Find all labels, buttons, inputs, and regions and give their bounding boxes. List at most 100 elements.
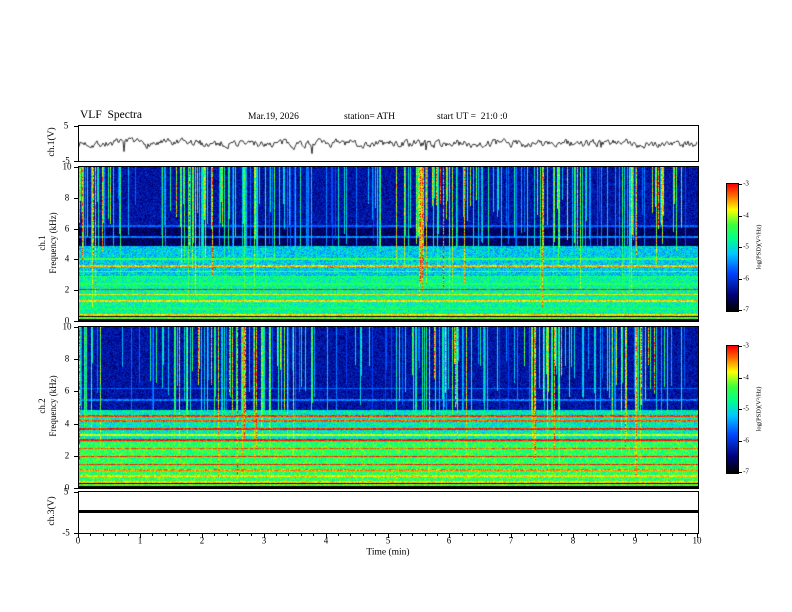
x-tick-label: 4 [324,537,329,546]
tick-mark [474,534,475,536]
tick-mark [561,534,562,536]
tick-mark [152,534,153,536]
tick-mark [288,534,289,536]
tick-mark [90,534,91,536]
tick-mark [251,534,252,536]
tick-mark [74,391,78,392]
colorbar-tick-label: -3 [743,181,749,188]
x-tick-label: 1 [138,537,143,546]
tick-mark [524,534,525,536]
tick-mark [660,534,661,536]
ch1-frequency-axis-label: ch.1 Frequency (kHz) [37,212,59,273]
tick-mark [239,534,240,536]
y-tick-label: 2 [65,286,70,295]
colorbar-tick-label: -5 [743,406,749,413]
tick-mark [739,184,742,185]
x-tick-label: 9 [633,537,638,546]
tick-mark [74,167,78,168]
tick-mark [115,534,116,536]
tick-mark [74,126,78,127]
tick-mark [350,534,351,536]
tick-mark [301,534,302,536]
tick-mark [685,534,686,536]
ch1-spectrogram-panel [78,166,699,322]
tick-mark [276,534,277,536]
y-tick-label: -5 [62,529,70,538]
tick-mark [74,327,78,328]
tick-mark [536,534,537,536]
tick-mark [74,488,78,489]
ch2-colorbar-canvas [727,346,738,473]
x-tick-label: 10 [693,537,702,546]
y-tick-label: 10 [63,323,72,332]
colorbar-tick-label: -7 [743,469,749,476]
y-tick-label: 5 [64,488,69,497]
tick-mark [647,534,648,536]
tick-mark [610,534,611,536]
x-tick-label: 6 [447,537,452,546]
tick-mark [598,534,599,536]
ch2-frequency-axis-label: ch.2 Frequency (kHz) [37,375,59,436]
tick-mark [214,534,215,536]
x-tick-label: 5 [386,537,391,546]
tick-mark [74,161,78,162]
tick-mark [103,534,104,536]
tick-mark [672,534,673,536]
ch1-waveform-canvas [79,126,698,161]
tick-mark [437,534,438,536]
tick-mark [462,534,463,536]
ch1-colorbar-canvas [727,184,738,311]
ch3-voltage-axis-label: ch.3(V) [47,496,57,525]
y-tick-label: 4 [65,255,70,264]
tick-mark [739,279,742,280]
y-tick-label: 6 [65,387,70,396]
y-tick-label: 4 [65,420,70,429]
station-label: station= ATH [344,112,395,122]
tick-mark [499,534,500,536]
x-tick-label: 8 [571,537,576,546]
start-ut-label: start UT = 21:0 :0 [437,112,507,122]
x-tick-label: 2 [200,537,205,546]
tick-mark [412,534,413,536]
colorbar-tick-label: -4 [743,213,749,220]
tick-mark [425,534,426,536]
tick-mark [739,310,742,311]
tick-mark [128,534,129,536]
tick-mark [227,534,228,536]
tick-mark [165,534,166,536]
tick-mark [739,409,742,410]
tick-mark [189,534,190,536]
x-tick-label: 0 [76,537,81,546]
ch3-waveform-panel [78,491,699,534]
ch2-spectrogram-panel [78,326,699,489]
colorbar-tick-label: -4 [743,375,749,382]
y-tick-label: 8 [65,355,70,364]
y-tick-label: 8 [65,194,70,203]
tick-mark [74,198,78,199]
colorbar-tick-label: -7 [743,307,749,314]
tick-mark [739,378,742,379]
colorbar-tick-label: -5 [743,244,749,251]
tick-mark [74,229,78,230]
ch3-flatline [79,510,698,513]
date-label: Mar.19, 2026 [248,112,299,122]
x-axis-title: Time (min) [366,549,409,558]
tick-mark [739,472,742,473]
colorbar-tick-label: -6 [743,438,749,445]
tick-mark [177,534,178,536]
plot-title: VLF Spectra [80,109,142,121]
tick-mark [74,259,78,260]
tick-mark [338,534,339,536]
y-tick-label: 2 [65,452,70,461]
tick-mark [74,492,78,493]
ch1-colorbar-label: log(PSD)(V²/Hz) [756,225,763,270]
x-tick-label: 3 [262,537,267,546]
tick-mark [739,441,742,442]
ch2-axis-label-line1: ch.2 [37,375,48,436]
ch1-axis-label-line1: ch.1 [37,212,48,273]
tick-mark [313,534,314,536]
tick-mark [74,290,78,291]
tick-mark [548,534,549,536]
tick-mark [74,424,78,425]
ch2-colorbar-label: log(PSD)(V²/Hz) [756,387,763,432]
